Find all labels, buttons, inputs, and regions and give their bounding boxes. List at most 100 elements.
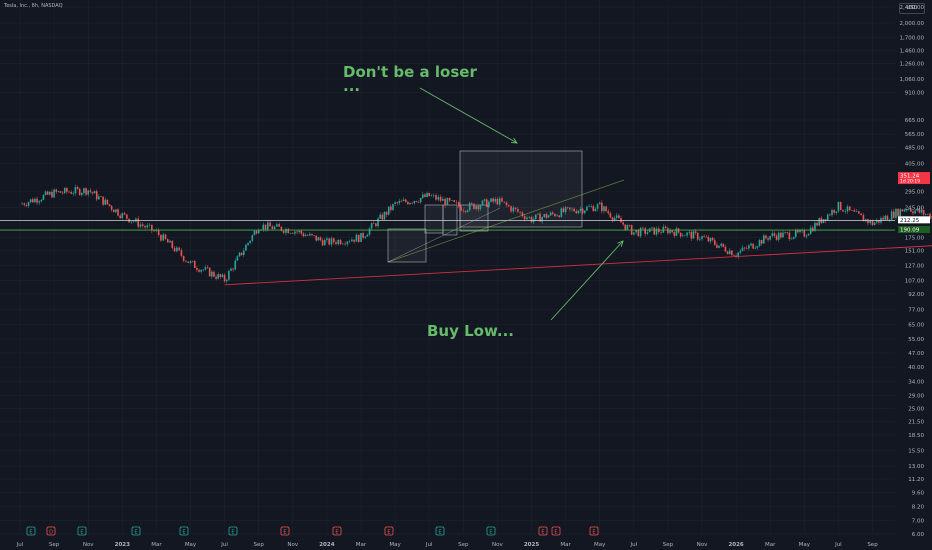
annotation-dont-be-a-loser: Don't be a loser xyxy=(343,63,477,81)
candle-body xyxy=(473,203,475,209)
candle-body xyxy=(435,195,437,200)
candle-body xyxy=(924,214,927,215)
candle-body xyxy=(257,230,260,234)
time-tick-label: Sep xyxy=(663,542,674,548)
candle-body xyxy=(490,198,492,202)
candle-body xyxy=(319,237,322,241)
candle-body xyxy=(517,208,519,212)
candle-body xyxy=(829,214,831,216)
candle-body xyxy=(635,230,637,233)
candle-body xyxy=(132,221,135,223)
candle-body xyxy=(611,217,614,221)
price-tick-label: 107.00 xyxy=(905,279,925,285)
candle-body xyxy=(139,224,142,227)
candle-body xyxy=(426,192,428,197)
candle-body xyxy=(278,224,280,227)
candle-body xyxy=(873,222,876,226)
price-axis[interactable]: 2,400.00 2,000.00 1,700.00 1,460.00 1,260.00… xyxy=(898,5,930,538)
candle-body xyxy=(439,196,442,201)
candle-body xyxy=(803,230,806,237)
candle-body xyxy=(269,222,271,227)
event-marker-label: E xyxy=(387,530,390,536)
event-marker xyxy=(332,526,342,536)
candle-body xyxy=(189,261,192,263)
time-axis[interactable]: Jul Sep Nov 2023 Mar May Jul Sep Nov 2024 Mar May Ju… xyxy=(16,542,879,548)
time-tick-label: May xyxy=(799,542,811,548)
candle-body xyxy=(688,231,691,233)
price-tick-label: 11.20 xyxy=(908,477,924,483)
candle-body xyxy=(193,261,196,268)
candle-body xyxy=(419,197,422,203)
candle-body xyxy=(633,232,635,235)
candle-body xyxy=(477,206,480,210)
candle-body xyxy=(743,247,746,249)
candle-body xyxy=(242,250,245,255)
price-tick-label: 29.00 xyxy=(908,393,924,399)
candle-body xyxy=(771,233,774,236)
time-tick-label: Mar xyxy=(151,542,162,548)
candle-body xyxy=(162,234,165,241)
candle-body xyxy=(724,246,727,252)
price-tick-label: 175.00 xyxy=(905,235,925,241)
candle-body xyxy=(390,206,392,210)
candle-body xyxy=(503,201,506,203)
channel-line xyxy=(387,179,625,263)
candle-body xyxy=(385,211,388,215)
time-tick-label: Sep xyxy=(458,542,469,548)
candle-body xyxy=(191,261,194,262)
candle-body xyxy=(545,214,548,218)
candle-body xyxy=(55,189,58,192)
candle-body xyxy=(512,207,515,212)
annotation-ellipsis: ... xyxy=(343,77,360,95)
candle-body xyxy=(722,243,725,247)
candle-body xyxy=(566,207,569,208)
price-tick-label: 65.00 xyxy=(908,322,924,328)
candle-body xyxy=(664,226,667,229)
currency-button[interactable]: USD xyxy=(899,3,925,14)
candle-body xyxy=(745,248,748,249)
drawn-lines xyxy=(0,87,932,321)
candle-body xyxy=(247,242,249,245)
candle-body xyxy=(642,227,644,229)
candle-body xyxy=(818,218,821,226)
candle-body xyxy=(539,213,541,222)
candle-body xyxy=(255,230,258,234)
candle-body xyxy=(835,211,838,213)
candle-body xyxy=(81,193,83,195)
event-marker xyxy=(26,526,36,536)
candle-body xyxy=(479,205,482,210)
candle-body xyxy=(89,190,92,192)
candle-body xyxy=(215,276,217,279)
candle-body xyxy=(370,223,373,229)
candle-body xyxy=(85,188,87,195)
candle-body xyxy=(430,195,433,197)
candle-body xyxy=(598,202,601,205)
candle-body xyxy=(251,235,254,241)
candle-body xyxy=(671,230,673,233)
candle-body xyxy=(262,224,265,230)
price-tick-label: 245.00 xyxy=(905,206,925,212)
range-boxes xyxy=(387,150,583,263)
candle-body xyxy=(353,239,355,242)
price-tick-label: 910.00 xyxy=(905,90,925,96)
candle-body xyxy=(733,255,735,256)
candle-body xyxy=(332,238,335,243)
candle-body xyxy=(398,200,401,204)
candle-body xyxy=(68,191,70,193)
candle-body xyxy=(379,214,381,219)
candle-body xyxy=(718,245,720,248)
candle-body xyxy=(577,210,580,214)
candle-body xyxy=(219,274,222,277)
candle-body xyxy=(853,210,856,212)
candle-body xyxy=(102,196,104,205)
candle-body xyxy=(42,194,45,200)
candle-body xyxy=(264,224,267,230)
candle-body xyxy=(929,213,931,219)
candle-body xyxy=(583,210,586,214)
candle-body xyxy=(646,232,649,234)
candle-body xyxy=(306,235,309,236)
candle-body xyxy=(624,224,627,230)
candle-body xyxy=(862,215,865,222)
